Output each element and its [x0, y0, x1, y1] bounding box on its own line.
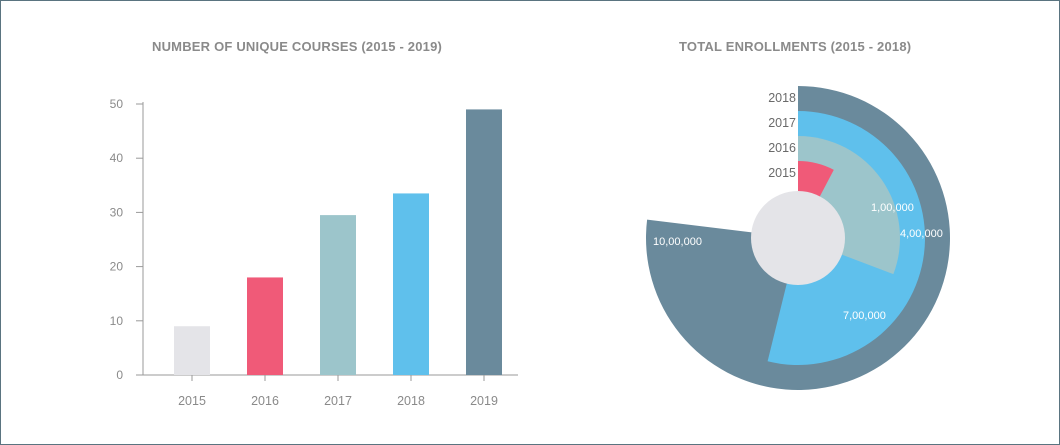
- bar-chart-title: NUMBER OF UNIQUE COURSES (2015 - 2019): [152, 39, 443, 54]
- bar-2016: [247, 277, 283, 375]
- x-tick-label: 2018: [397, 394, 425, 408]
- x-tick-label: 2016: [251, 394, 279, 408]
- x-tick-label: 2019: [470, 394, 498, 408]
- bar-2015: [174, 326, 210, 375]
- bar-2019: [466, 109, 502, 376]
- radial-value-label: 7,00,000: [843, 310, 886, 322]
- radial-category-label: 2017: [768, 116, 796, 130]
- y-tick-label: 0: [116, 368, 123, 382]
- bar-2018: [393, 193, 429, 375]
- radial-bar-chart: 2015 2016 2017 2018 1,00,000 4,00,000 7,00,000…: [646, 86, 951, 391]
- radial-center-hole: [751, 191, 845, 285]
- radial-category-label: 2018: [768, 91, 796, 105]
- y-tick-label: 20: [110, 260, 124, 274]
- radial-value-label: 1,00,000: [871, 202, 914, 214]
- bar-chart: 0 10 20 30 40 50 2015 2016 2017 2018 2019: [110, 97, 518, 408]
- radial-value-label: 4,00,000: [900, 228, 943, 240]
- radial-value-label: 10,00,000: [653, 236, 702, 248]
- radial-chart-title: TOTAL ENROLLMENTS (2015 - 2018): [679, 39, 912, 54]
- radial-category-label: 2016: [768, 141, 796, 155]
- y-tick-label: 50: [110, 97, 124, 111]
- y-tick-label: 40: [110, 151, 124, 165]
- radial-category-label: 2015: [768, 166, 796, 180]
- bar-2017: [320, 215, 356, 375]
- x-tick-label: 2015: [178, 394, 206, 408]
- x-tick-label: 2017: [324, 394, 352, 408]
- y-tick-label: 10: [110, 314, 124, 328]
- y-tick-label: 30: [110, 205, 124, 219]
